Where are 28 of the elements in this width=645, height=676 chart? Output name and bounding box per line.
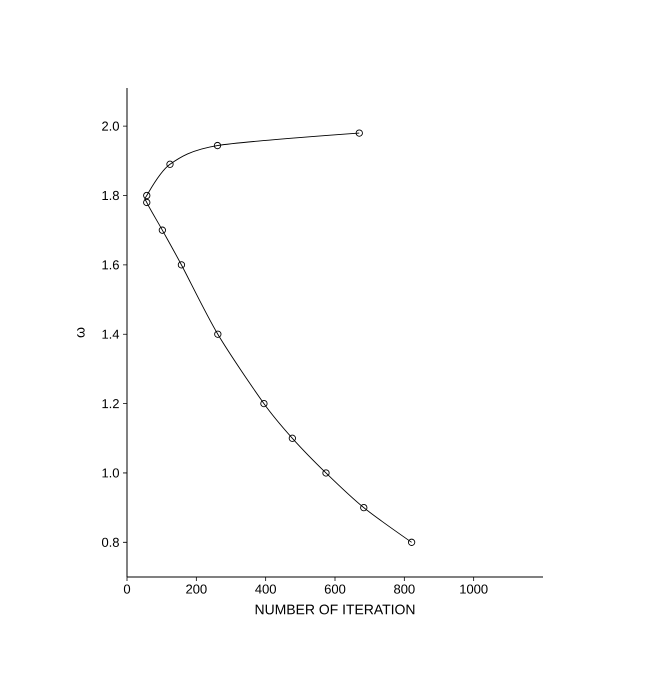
point [158,226,166,234]
point [178,261,186,268]
y-tick-label: 1.6 [102,260,119,270]
y-tick-label: 2.0 [102,122,119,131]
point [356,129,363,137]
y-tick-label: 1.0 [102,468,119,478]
point [143,192,150,200]
x-axis-title: NUMBER OF ITERATION [256,604,414,614]
x-tick-label: 400 [255,584,276,594]
y-tick-label: 1.8 [102,190,119,200]
x-tick-label: 200 [186,584,207,594]
x-tick-label: 600 [324,584,346,594]
x-tick-label: 800 [394,584,415,594]
point [260,400,268,408]
x-tick-label: 0 [124,584,130,594]
y-axis-title: ω [76,328,85,338]
x-tick-label: 1000 [460,584,488,594]
point [214,142,222,150]
point [166,160,174,168]
point [143,198,150,206]
point [360,504,368,512]
y-tick-label: 1.2 [102,399,119,408]
y-tick-label: 1.4 [102,330,120,339]
point [214,330,222,338]
point [288,434,296,442]
y-tick-label: 0.8 [102,538,119,547]
point [322,469,330,477]
point [408,538,416,546]
